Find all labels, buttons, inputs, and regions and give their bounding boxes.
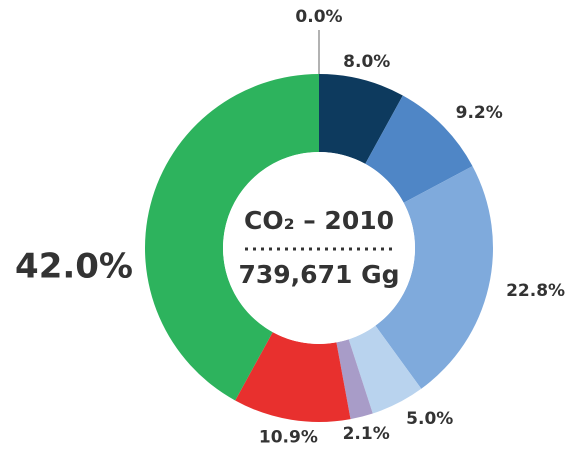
value-label: 0.0%: [295, 7, 342, 27]
center-subtitle: 739,671 Gg: [239, 260, 400, 289]
value-label: 5.0%: [406, 409, 453, 429]
slice: [319, 74, 403, 164]
value-label: 8.0%: [343, 52, 390, 72]
slice: [365, 95, 473, 203]
slice: [145, 74, 319, 401]
slice: [375, 166, 493, 389]
value-label: 22.8%: [506, 281, 565, 301]
value-label: 10.9%: [259, 428, 318, 448]
value-label: 2.1%: [343, 424, 390, 444]
center-title: CO₂ – 2010: [244, 206, 394, 235]
slices: [145, 30, 493, 422]
slice: [235, 332, 351, 422]
value-label: 9.2%: [456, 103, 503, 123]
slice: [348, 325, 422, 414]
slice: [336, 339, 373, 420]
value-label: 42.0%: [15, 247, 133, 287]
